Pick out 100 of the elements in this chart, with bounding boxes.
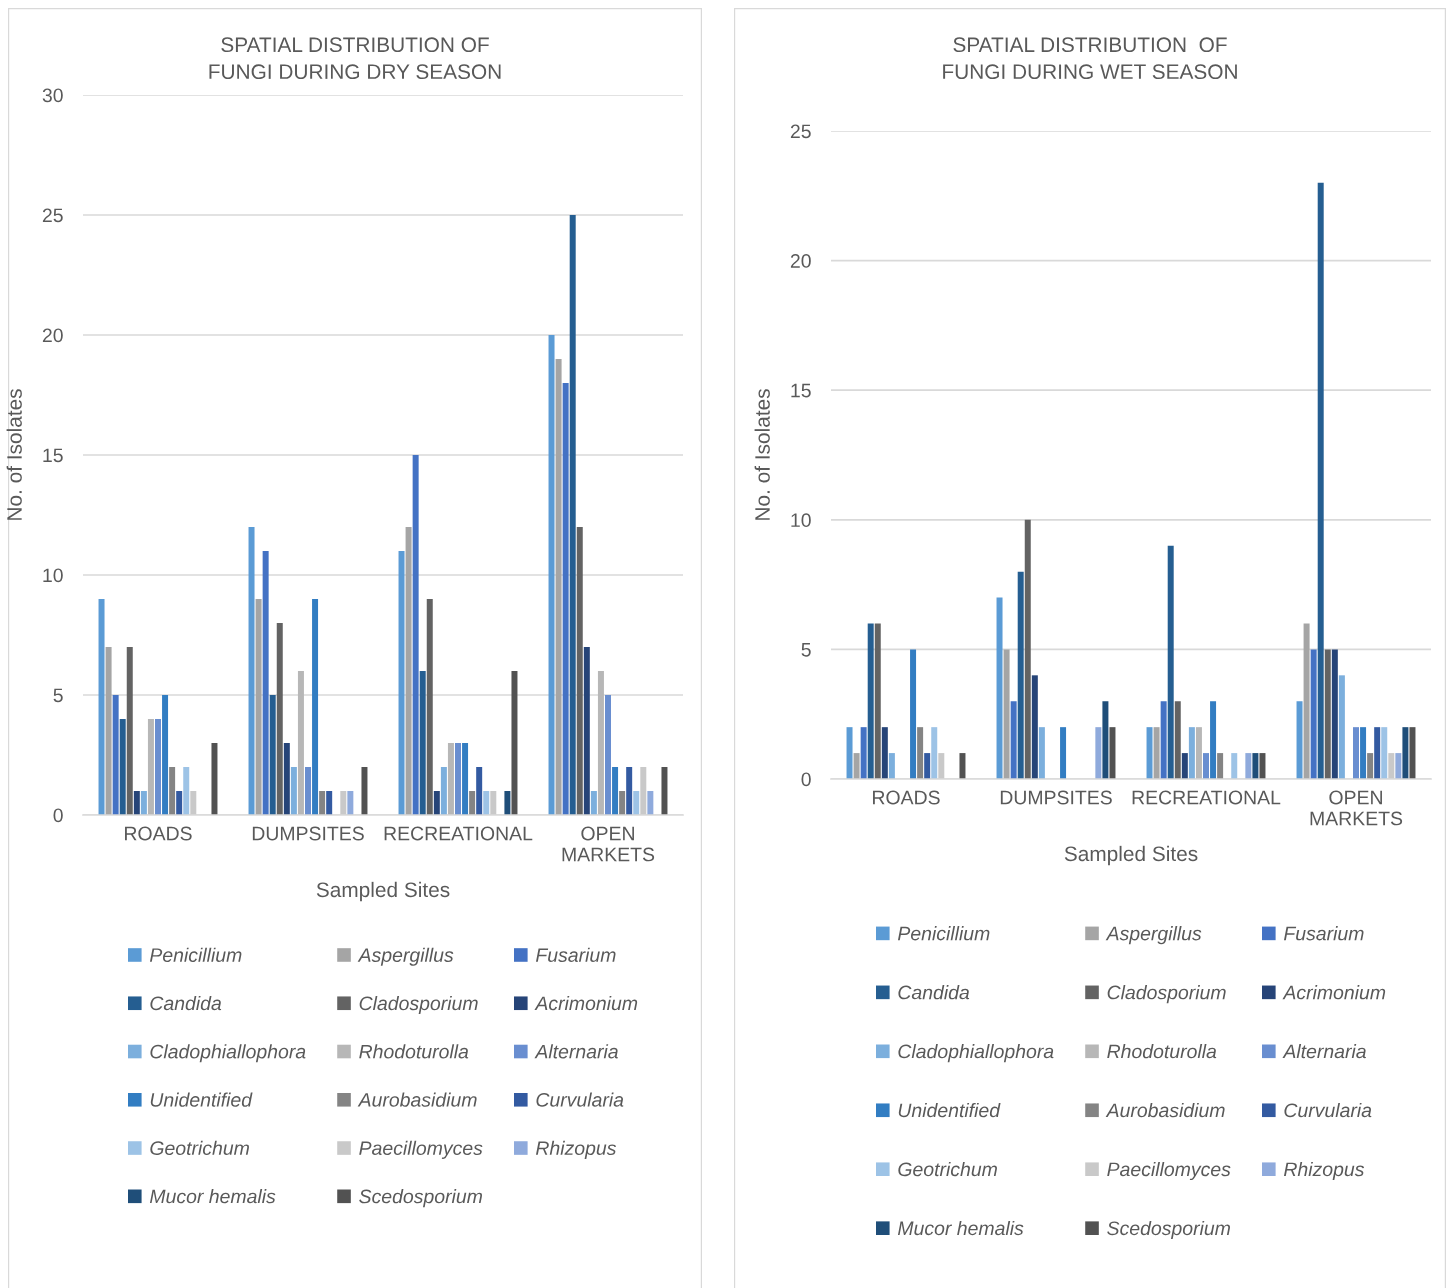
bar — [597, 671, 604, 815]
bar — [1167, 545, 1174, 779]
bar — [640, 767, 647, 815]
bar — [169, 767, 176, 815]
bar — [1146, 727, 1153, 779]
bar — [361, 767, 368, 815]
bar — [633, 791, 640, 815]
legend-label: Rhizopus — [535, 1140, 617, 1159]
chart-title: SPATIAL DISTRIBUTION OF FUNGI DURING DRY SEASON — [209, 37, 501, 80]
bar — [1374, 727, 1381, 779]
y-tick-label: 10 — [43, 568, 63, 583]
bar — [619, 791, 626, 815]
bar — [1095, 727, 1102, 779]
bar — [1338, 675, 1345, 779]
bar — [583, 647, 590, 815]
bar — [255, 599, 262, 815]
bar — [881, 727, 888, 779]
bar — [211, 743, 218, 815]
bar — [1188, 727, 1195, 779]
bar — [1395, 753, 1402, 779]
bar — [1210, 701, 1217, 779]
bar — [412, 455, 419, 815]
bar — [888, 753, 895, 779]
bar — [398, 551, 405, 815]
bar — [562, 383, 569, 815]
bar — [162, 695, 169, 815]
bar — [1017, 571, 1024, 779]
legend-label: Aurobasidium — [1105, 1102, 1225, 1118]
y-tick-label: 0 — [53, 808, 63, 823]
legend-label: Scedosporium — [359, 1189, 482, 1208]
x-tick-label: RECREATIONAL — [1132, 790, 1281, 805]
bar — [462, 743, 469, 815]
legend-label: Fusarium — [1283, 926, 1364, 941]
bar — [319, 791, 326, 815]
legend-label: Paecillomyces — [359, 1140, 483, 1159]
bar — [661, 767, 668, 815]
bar — [1303, 623, 1310, 779]
legend-label: Paecillomyces — [1107, 1161, 1231, 1181]
legend-label: Cladosporium — [1107, 985, 1226, 1004]
bar — [1217, 753, 1224, 779]
legend-label: Geotrichum — [898, 1161, 997, 1177]
bar — [112, 695, 119, 815]
bar — [133, 791, 140, 815]
bar — [1060, 727, 1067, 779]
bar — [1003, 649, 1010, 779]
legend-label: Alternaria — [1282, 1044, 1366, 1059]
legend-label: Penicillium — [149, 947, 242, 962]
legend-label: Aspergillus — [357, 947, 454, 966]
x-tick-label: DUMPSITES — [1000, 790, 1112, 805]
y-tick-label: 30 — [42, 88, 63, 103]
x-tick-label: DUMPSITES — [252, 826, 364, 841]
y-tick-label: 5 — [801, 643, 811, 657]
x-axis-title: Sampled Sites — [1064, 845, 1198, 866]
legend-label: Cladophiallophora — [898, 1044, 1054, 1063]
legend-label: Aurobasidium — [357, 1092, 477, 1107]
bar — [1231, 753, 1238, 779]
legend-label: Geotrichum — [150, 1140, 249, 1156]
legend-label: Unidentified — [150, 1092, 253, 1107]
bar — [910, 649, 917, 779]
bar — [555, 359, 562, 815]
bar — [176, 791, 183, 815]
bar — [1245, 753, 1252, 779]
bar — [1174, 701, 1181, 779]
legend-label: Rhodoturolla — [1107, 1044, 1217, 1059]
bar — [1324, 649, 1331, 779]
bar — [326, 791, 333, 815]
bar — [140, 791, 147, 815]
y-tick-label: 20 — [42, 328, 63, 343]
bar — [1010, 701, 1017, 779]
bar — [917, 727, 924, 779]
y-tick-label: 10 — [791, 513, 811, 528]
bar — [1024, 519, 1031, 779]
bar — [276, 623, 283, 815]
bar — [347, 791, 354, 815]
bar — [283, 743, 290, 815]
bar — [590, 791, 597, 815]
legend-label: Mucor hemalis — [149, 1189, 276, 1204]
bar — [1353, 727, 1359, 779]
bar — [455, 743, 461, 815]
x-tick-label: ROADS — [873, 790, 940, 805]
bar — [269, 695, 276, 815]
bar — [105, 647, 112, 815]
bar — [483, 791, 490, 815]
bar — [1296, 701, 1303, 779]
bar — [190, 791, 197, 815]
legend-label: Acrimonium — [534, 995, 638, 1011]
bar — [419, 671, 426, 815]
legend-label: Rhodoturolla — [359, 1044, 469, 1059]
chart-title: SPATIAL DISTRIBUTION OF FUNGI DURING WET SEASON — [943, 37, 1237, 80]
bar — [305, 767, 311, 815]
bar — [126, 647, 133, 815]
y-tick-label: 20 — [790, 254, 811, 268]
bar — [1360, 727, 1367, 779]
bar — [1310, 649, 1317, 779]
bar — [433, 791, 440, 815]
y-axis-title: No. of Isolates — [754, 389, 770, 520]
bar — [846, 727, 853, 779]
bar — [1402, 727, 1409, 779]
y-tick-label: 25 — [790, 124, 811, 139]
bar — [853, 753, 860, 779]
